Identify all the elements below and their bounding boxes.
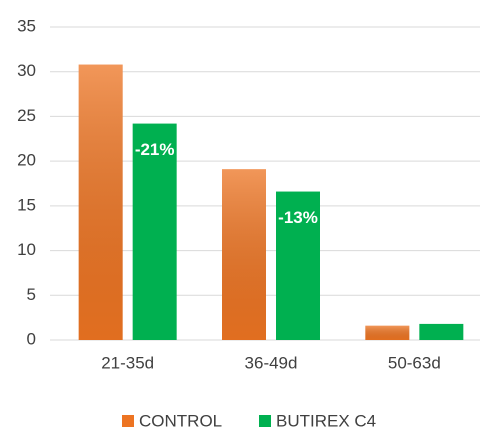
y-tick-label: 30 bbox=[17, 61, 36, 80]
bar bbox=[132, 123, 177, 340]
legend-label: BUTIREX C4 bbox=[276, 411, 376, 430]
legend-swatch bbox=[122, 415, 134, 427]
bar bbox=[365, 325, 410, 340]
bar bbox=[222, 169, 266, 340]
bar bbox=[78, 64, 123, 340]
legend-swatch bbox=[259, 415, 271, 427]
y-tick-label: 0 bbox=[27, 329, 36, 348]
y-tick-label: 10 bbox=[17, 240, 36, 259]
legend-label: CONTROL bbox=[139, 411, 222, 430]
bar bbox=[419, 323, 464, 340]
y-tick-label: 20 bbox=[17, 151, 36, 170]
x-tick-label: 36-49d bbox=[245, 353, 298, 372]
annotation: -21% bbox=[135, 140, 175, 159]
y-tick-label: 15 bbox=[17, 195, 36, 214]
y-tick-label: 35 bbox=[17, 16, 36, 35]
bar bbox=[276, 191, 320, 340]
y-tick-label: 25 bbox=[17, 106, 36, 125]
x-tick-label: 50-63d bbox=[388, 353, 441, 372]
annotation: -13% bbox=[278, 208, 318, 227]
y-tick-label: 5 bbox=[27, 285, 36, 304]
x-tick-label: 21-35d bbox=[101, 353, 154, 372]
